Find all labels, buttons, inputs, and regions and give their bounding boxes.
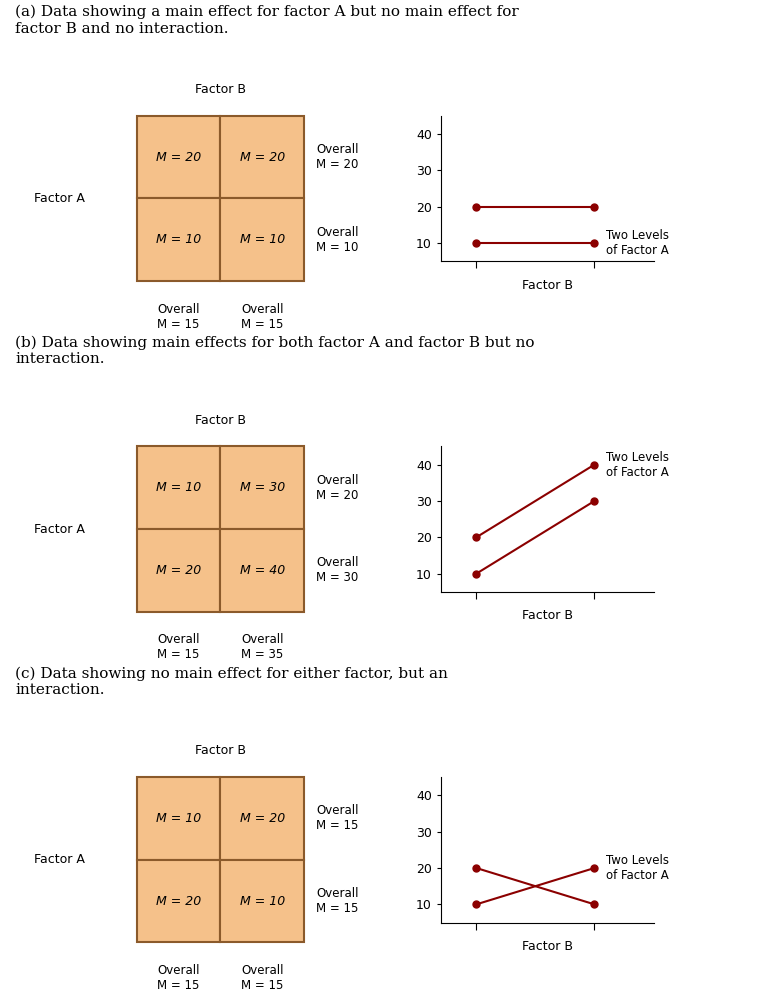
Text: Overall
M = 15: Overall M = 15: [157, 633, 200, 662]
Text: Factor B: Factor B: [195, 744, 246, 757]
Text: M = 20: M = 20: [156, 895, 201, 908]
Text: Overall
M = 15: Overall M = 15: [157, 964, 200, 992]
Text: Overall
M = 10: Overall M = 10: [316, 226, 359, 254]
Text: Overall
M = 30: Overall M = 30: [316, 557, 359, 584]
Text: Two Levels
of Factor A: Two Levels of Factor A: [606, 450, 669, 478]
Text: Overall
M = 20: Overall M = 20: [316, 474, 359, 502]
Bar: [137, 860, 220, 942]
Text: Factor A: Factor A: [34, 523, 85, 536]
Text: M = 20: M = 20: [156, 151, 201, 164]
Text: M = 20: M = 20: [156, 563, 201, 577]
Bar: [137, 777, 220, 860]
Text: (a) Data showing a main effect for factor A but no main effect for
factor B and : (a) Data showing a main effect for facto…: [15, 5, 519, 36]
Text: Overall
M = 15: Overall M = 15: [316, 805, 359, 832]
Text: Two Levels
of Factor A: Two Levels of Factor A: [606, 229, 669, 257]
X-axis label: Factor B: Factor B: [521, 279, 573, 292]
Bar: [137, 446, 220, 529]
Bar: [220, 529, 304, 612]
Text: M = 10: M = 10: [156, 481, 201, 494]
Text: M = 40: M = 40: [239, 563, 285, 577]
Text: Overall
M = 15: Overall M = 15: [157, 303, 200, 330]
Text: (b) Data showing main effects for both factor A and factor B but no
interaction.: (b) Data showing main effects for both f…: [15, 335, 535, 366]
Text: Factor A: Factor A: [34, 191, 85, 205]
X-axis label: Factor B: Factor B: [521, 609, 573, 622]
Text: Factor B: Factor B: [195, 83, 246, 96]
Bar: [137, 116, 220, 198]
Text: Factor B: Factor B: [195, 414, 246, 427]
Text: Overall
M = 15: Overall M = 15: [241, 303, 283, 330]
Bar: [220, 198, 304, 281]
Bar: [220, 777, 304, 860]
Text: Factor A: Factor A: [34, 853, 85, 866]
Text: M = 20: M = 20: [239, 151, 285, 164]
Text: Overall
M = 35: Overall M = 35: [241, 633, 283, 662]
Text: (c) Data showing no main effect for either factor, but an
interaction.: (c) Data showing no main effect for eith…: [15, 667, 448, 697]
Bar: [220, 860, 304, 942]
Text: M = 20: M = 20: [239, 811, 285, 825]
Bar: [137, 529, 220, 612]
Bar: [220, 116, 304, 198]
Text: M = 30: M = 30: [239, 481, 285, 494]
Text: M = 10: M = 10: [239, 895, 285, 908]
Text: M = 10: M = 10: [156, 233, 201, 246]
Text: Overall
M = 15: Overall M = 15: [316, 887, 359, 915]
Text: Overall
M = 15: Overall M = 15: [241, 964, 283, 992]
Text: M = 10: M = 10: [156, 811, 201, 825]
X-axis label: Factor B: Factor B: [521, 940, 573, 953]
Text: Two Levels
of Factor A: Two Levels of Factor A: [606, 854, 669, 882]
Bar: [137, 198, 220, 281]
Bar: [220, 446, 304, 529]
Text: M = 10: M = 10: [239, 233, 285, 246]
Text: Overall
M = 20: Overall M = 20: [316, 143, 359, 171]
